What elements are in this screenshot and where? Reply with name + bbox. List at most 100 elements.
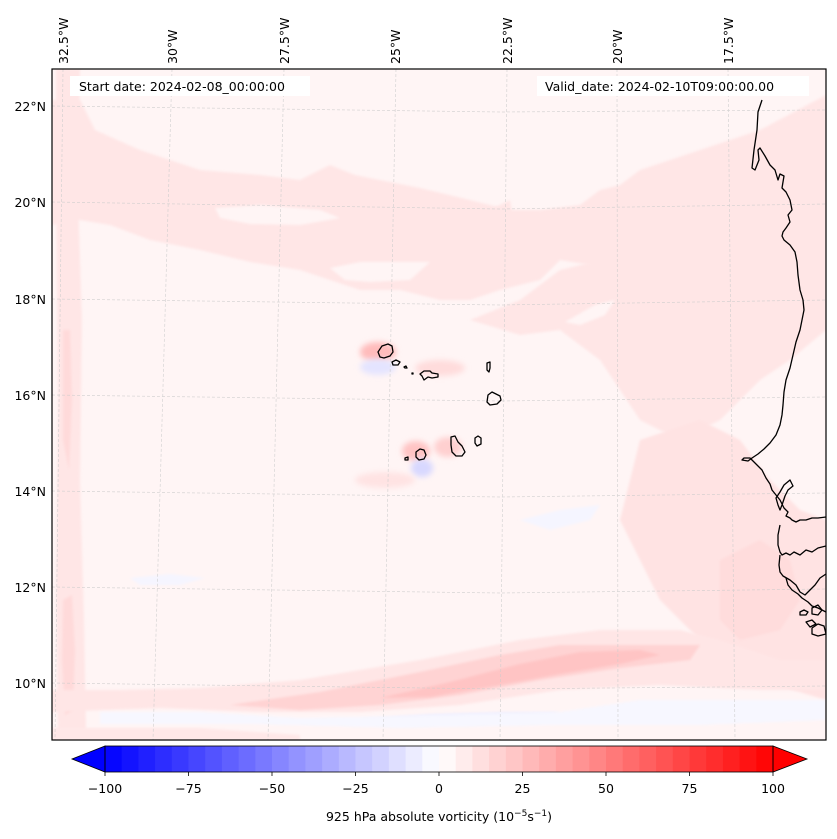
colorbar-segment: [606, 746, 624, 772]
colorbar-segment: [405, 746, 423, 772]
colorbar-segment: [622, 746, 640, 772]
colorbar-segment: [739, 746, 757, 772]
gridline-lat-22: [52, 105, 826, 113]
colorbar-tick-label: 50: [598, 781, 614, 796]
colorbar-segment: [472, 746, 490, 772]
gridline-lon-25: [382, 69, 397, 740]
colorbar-segment: [489, 746, 507, 772]
colorbar-label-end: ): [547, 809, 552, 824]
colorbar-segment: [672, 746, 690, 772]
colorbar-segment: [138, 746, 156, 772]
colorbar-segment: [422, 746, 440, 772]
start-date-text: Start date: 2024-02-08_00:00:00: [79, 79, 285, 94]
map-frame: [51, 68, 827, 741]
lon-label-25W: 25°W: [388, 29, 403, 64]
contour-western-strip-inner: [62, 330, 75, 715]
colorbar-segment: [539, 746, 557, 772]
coastline-gambia-south: [777, 524, 826, 556]
contour-southern-jet-core: [380, 650, 660, 698]
colorbar-label-main: 925 hPa absolute vorticity (10: [326, 809, 514, 824]
map-panel[interactable]: Start date: 2024-02-08_00:00:00 Valid_da…: [51, 68, 827, 741]
vorticity-field: [52, 69, 826, 740]
colorbar-segment: [338, 746, 356, 772]
colorbar-segment: [305, 746, 323, 772]
contour-northern-gap-2: [330, 262, 430, 282]
gridline-lat-20: [52, 201, 826, 210]
colorbar-segment: [255, 746, 273, 772]
colorbar-tick-label: 75: [682, 781, 698, 796]
lat-label-22N: 22°N: [14, 99, 46, 114]
contour-coastal-inner: [720, 540, 800, 640]
colorbar-segment: [322, 746, 340, 772]
colorbar-segment: [589, 746, 607, 772]
island-maio: [474, 435, 482, 447]
colorbar-segment: [656, 746, 674, 772]
lat-label-18N: 18°N: [14, 292, 46, 307]
lat-label-20N: 20°N: [14, 195, 46, 210]
lon-tick-labels: 32.5°W 30°W 27.5°W 25°W 22.5°W 20°W 17.5…: [56, 18, 736, 64]
contour-northern-band: [52, 95, 826, 300]
island-sao-nicolau: [419, 370, 439, 381]
lon-label-30W: 30°W: [165, 29, 180, 64]
island-fogo: [415, 448, 427, 461]
coastline-bijagos-4: [811, 623, 826, 637]
start-date-annotation: Start date: 2024-02-08_00:00:00: [70, 76, 310, 96]
colorbar-segment: [722, 746, 741, 772]
coastline-africa: [741, 99, 826, 523]
valid-date-text: Valid_date: 2024-02-10T09:00:00.00: [545, 79, 774, 94]
dipole-negative-santo-antao: [360, 359, 396, 375]
contour-northern-gap: [215, 205, 340, 225]
contour-negative-blob: [130, 574, 205, 585]
gridline-lon-22.5: [499, 69, 508, 740]
colorbar-segment: [455, 746, 473, 772]
colorbar-segment: [522, 746, 540, 772]
contour-mid-east: [450, 200, 515, 260]
lat-label-10N: 10°N: [14, 676, 46, 691]
colorbar-tick-label: 100: [761, 781, 785, 796]
lon-label-20W: 20°W: [610, 29, 625, 64]
colorbar-segment: [689, 746, 707, 772]
lat-label-16N: 16°N: [14, 388, 46, 403]
colorbar-segment: [706, 746, 724, 772]
contour-tongue-gap: [565, 300, 615, 325]
dipole-positive-sal: [415, 360, 465, 376]
colorbar-segment: [572, 746, 590, 772]
island-sao-vicente: [391, 359, 401, 366]
valid-date-annotation: Valid_date: 2024-02-10T09:00:00.00: [537, 76, 809, 96]
contour-tongue: [470, 170, 826, 440]
island-branco: [411, 372, 414, 375]
colorbar-segment: [105, 746, 123, 772]
dipole-positive-tail: [355, 472, 415, 488]
contour-negative-blob-2: [520, 505, 600, 530]
gridline-lon-32.5: [54, 69, 64, 740]
colorbar: −100 −75 −50 −25 0 25 50 75 100 925 hPa absolute…: [70, 745, 809, 824]
start-date-box: [70, 76, 310, 96]
cape-verde-islands: [377, 343, 502, 461]
coastline-bijagos-1: [799, 609, 809, 616]
gridline-lat-18: [52, 298, 826, 306]
colorbar-label: 925 hPa absolute vorticity (10−5s−1): [326, 809, 552, 824]
lat-tick-labels: 22°N 20°N 18°N 16°N 14°N 12°N 10°N: [14, 99, 46, 691]
island-sal: [486, 361, 491, 373]
coastline: [741, 99, 826, 637]
contour-southern-negative-outer: [100, 700, 826, 728]
colorbar-segment: [372, 746, 390, 772]
colorbar-label-mid: s: [527, 809, 534, 824]
gridline-lat-14: [52, 490, 826, 498]
colorbar-segment: [121, 746, 139, 772]
valid-date-box: [537, 76, 809, 96]
dipole-negative-fogo: [411, 459, 433, 477]
gridline-lon-17.5: [727, 69, 736, 740]
island-santiago: [450, 435, 466, 457]
colorbar-label-exp2: −1: [534, 809, 547, 819]
colorbar-segment: [505, 746, 523, 772]
gridlines: [52, 69, 826, 740]
gridline-lon-27.5: [267, 69, 285, 740]
colorbar-tick-label: 25: [515, 781, 531, 796]
colorbar-segment: [221, 746, 240, 772]
colorbar-ticks: −100 −75 −50 −25 0 25 50 75 100: [88, 772, 785, 796]
colorbar-segment: [171, 746, 189, 772]
island-santo-antao: [377, 343, 394, 359]
colorbar-segment: [388, 746, 407, 772]
